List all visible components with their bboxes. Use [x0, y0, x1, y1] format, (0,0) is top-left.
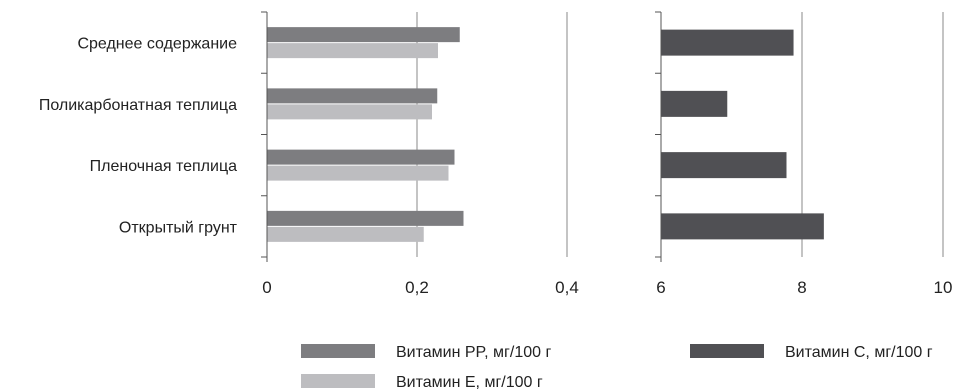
legend-swatch [690, 344, 764, 358]
category-label: Открытый грунт [119, 219, 238, 236]
bar [267, 88, 438, 104]
bar [267, 43, 438, 59]
x-tick-label: 10 [934, 278, 953, 297]
bar [267, 149, 455, 165]
bar [661, 29, 794, 56]
x-tick-label: 8 [797, 278, 806, 297]
bar [267, 104, 432, 120]
x-tick-label: 0,2 [405, 278, 429, 297]
bar [661, 152, 787, 179]
bar [661, 213, 824, 240]
x-tick-label: 6 [656, 278, 665, 297]
bar [661, 90, 728, 117]
legend-label: Витамин С, мг/100 г [785, 344, 933, 361]
bar [267, 27, 460, 43]
x-tick-label: 0 [262, 278, 271, 297]
x-tick-label: 0,4 [555, 278, 579, 297]
bar [267, 210, 464, 226]
legend-swatch [301, 344, 375, 358]
category-label: Поликарбонатная теплица [39, 97, 237, 114]
category-label: Среднее содержание [77, 36, 237, 53]
category-label: Пленочная теплица [90, 158, 237, 175]
legend-swatch [301, 374, 375, 388]
bar [267, 165, 449, 181]
legend-label: Витамин Е, мг/100 г [396, 374, 543, 391]
legend-label: Витамин PP, мг/100 г [396, 344, 551, 361]
bar [267, 226, 424, 242]
